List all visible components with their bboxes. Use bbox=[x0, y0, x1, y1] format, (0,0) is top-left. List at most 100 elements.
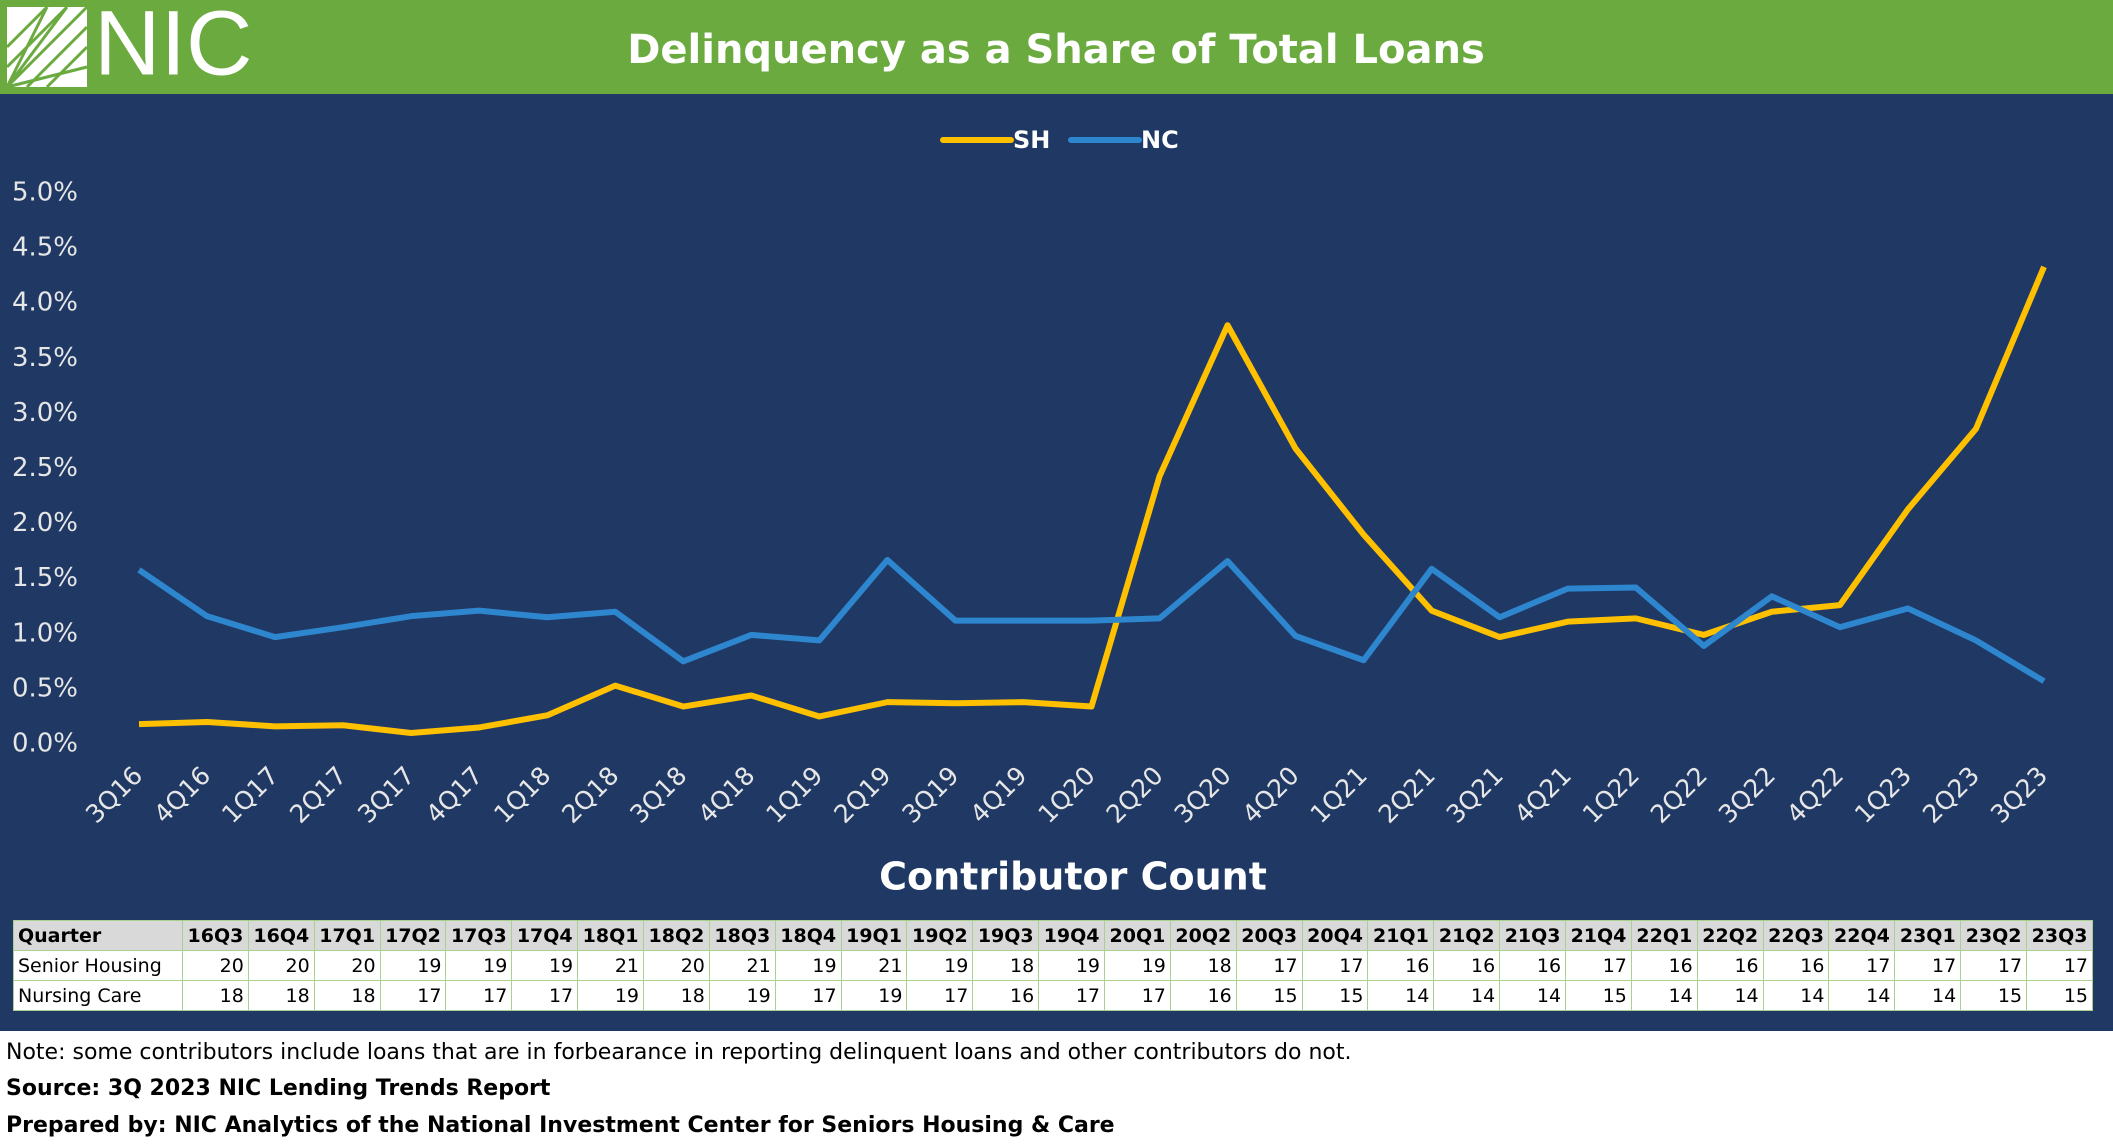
count-cell: 14 bbox=[1828, 980, 1896, 1011]
count-cell: 14 bbox=[1894, 980, 1962, 1011]
series-line bbox=[137, 556, 2046, 684]
count-cell: 16 bbox=[1499, 950, 1567, 981]
count-cell: 18 bbox=[972, 950, 1040, 981]
header-band bbox=[0, 0, 2113, 94]
count-cell: 14 bbox=[1762, 980, 1830, 1011]
logo-text: NIC bbox=[94, 0, 252, 94]
header-cell: 18Q4 bbox=[774, 920, 842, 951]
count-cell: 19 bbox=[1038, 950, 1106, 981]
table-header-row: Quarter 16Q3 16Q4 17Q1 17Q2 17Q3 17Q4 18Q1 18Q2 1… bbox=[13, 920, 2093, 951]
y-tick-label: 4.0% bbox=[12, 288, 78, 318]
header-cell: 17Q1 bbox=[313, 920, 381, 951]
count-cell: 18 bbox=[1169, 950, 1237, 981]
note-text: Note: some contributors include loans th… bbox=[6, 1040, 1352, 1065]
count-cell: 15 bbox=[1235, 980, 1303, 1011]
y-tick-label: 2.5% bbox=[12, 453, 78, 483]
count-cell: 21 bbox=[840, 950, 908, 981]
count-cell: 17 bbox=[1104, 980, 1171, 1011]
count-cell: 17 bbox=[1894, 950, 1962, 981]
header-cell: 20Q4 bbox=[1301, 920, 1369, 951]
legend-label: NC bbox=[1141, 126, 1179, 154]
header-cell: 21Q2 bbox=[1433, 920, 1501, 951]
count-cell: 17 bbox=[774, 980, 842, 1011]
table-row: Nursing Care 18 18 18 17 17 17 19 18 19 17 19 17 16 17… bbox=[13, 980, 2093, 1011]
count-cell: 17 bbox=[1235, 950, 1303, 981]
count-cell: 20 bbox=[643, 950, 710, 981]
count-cell: 17 bbox=[906, 980, 974, 1011]
count-cell: 19 bbox=[445, 950, 513, 981]
count-cell: 17 bbox=[511, 980, 579, 1011]
count-cell: 16 bbox=[1169, 980, 1237, 1011]
header-cell: 22Q2 bbox=[1696, 920, 1764, 951]
count-cell: 19 bbox=[906, 950, 974, 981]
y-tick-label: 1.5% bbox=[12, 563, 78, 593]
y-tick-label: 5.0% bbox=[12, 178, 78, 208]
note-text: Source: 3Q 2023 NIC Lending Trends Repor… bbox=[6, 1076, 551, 1101]
header-cell: 19Q3 bbox=[972, 920, 1040, 951]
count-cell: 14 bbox=[1630, 980, 1698, 1011]
count-cell: 17 bbox=[1565, 950, 1632, 981]
header-cell: 17Q4 bbox=[511, 920, 579, 951]
count-cell: 19 bbox=[840, 980, 908, 1011]
count-cell: 18 bbox=[182, 980, 249, 1011]
header-cell: Quarter bbox=[13, 920, 183, 951]
count-cell: 15 bbox=[1301, 980, 1369, 1011]
header-cell: 23Q1 bbox=[1894, 920, 1962, 951]
header-cell: 17Q3 bbox=[445, 920, 513, 951]
legend-label: SH bbox=[1013, 126, 1050, 154]
header-cell: 21Q4 bbox=[1565, 920, 1632, 951]
chart-title: Delinquency as a Share of Total Loans bbox=[627, 27, 1485, 73]
count-cell: 17 bbox=[445, 980, 513, 1011]
header-cell: 20Q2 bbox=[1169, 920, 1237, 951]
count-cell: 18 bbox=[247, 980, 315, 1011]
count-cell: 15 bbox=[1565, 980, 1632, 1011]
count-cell: 16 bbox=[1762, 950, 1830, 981]
count-cell: 16 bbox=[1630, 950, 1698, 981]
count-cell: 19 bbox=[511, 950, 579, 981]
header-cell: 18Q2 bbox=[643, 920, 710, 951]
count-cell: 17 bbox=[1038, 980, 1106, 1011]
count-cell: 14 bbox=[1433, 980, 1501, 1011]
header-cell: 16Q3 bbox=[182, 920, 249, 951]
y-tick-label: 4.5% bbox=[12, 233, 78, 263]
header-cell: 18Q1 bbox=[577, 920, 645, 951]
count-cell: 17 bbox=[1828, 950, 1896, 981]
count-cell: 19 bbox=[708, 980, 776, 1011]
count-cell: 19 bbox=[1104, 950, 1171, 981]
count-cell: 17 bbox=[2026, 950, 2093, 981]
count-cell: 19 bbox=[577, 980, 645, 1011]
count-cell: 17 bbox=[1301, 950, 1369, 981]
y-tick-label: 3.5% bbox=[12, 343, 78, 373]
count-cell: 14 bbox=[1499, 980, 1567, 1011]
y-tick-label: 0.5% bbox=[12, 673, 78, 703]
y-tick-label: 1.0% bbox=[12, 618, 78, 648]
count-cell: 15 bbox=[2026, 980, 2093, 1011]
note-text: Prepared by: NIC Analytics of the Nation… bbox=[6, 1113, 1115, 1138]
count-cell: 17 bbox=[379, 980, 447, 1011]
header-cell: 22Q1 bbox=[1630, 920, 1698, 951]
header-cell: 19Q1 bbox=[840, 920, 908, 951]
header-cell: 22Q3 bbox=[1762, 920, 1830, 951]
count-cell: 16 bbox=[1367, 950, 1435, 981]
header-cell: 20Q3 bbox=[1235, 920, 1303, 951]
y-tick-label: 2.0% bbox=[12, 508, 78, 538]
row-label: Nursing Care bbox=[13, 980, 183, 1011]
y-tick-label: 0.0% bbox=[12, 729, 78, 759]
table-row: Senior Housing 20 20 20 19 19 19 21 20 21 19 21 19 18… bbox=[13, 950, 2093, 981]
count-cell: 16 bbox=[1696, 950, 1764, 981]
count-cell: 14 bbox=[1367, 980, 1435, 1011]
header-cell: 22Q4 bbox=[1828, 920, 1896, 951]
count-cell: 20 bbox=[313, 950, 381, 981]
header-cell: 16Q4 bbox=[247, 920, 315, 951]
count-cell: 16 bbox=[1433, 950, 1501, 981]
count-cell: 18 bbox=[643, 980, 710, 1011]
table-title: Contributor Count bbox=[879, 855, 1267, 899]
y-tick-label: 3.0% bbox=[12, 398, 78, 428]
header-cell: 21Q3 bbox=[1499, 920, 1567, 951]
header-cell: 20Q1 bbox=[1104, 920, 1171, 951]
logo-mark bbox=[5, 5, 89, 89]
count-cell: 21 bbox=[577, 950, 645, 981]
header-cell: 23Q3 bbox=[2026, 920, 2093, 951]
count-cell: 20 bbox=[182, 950, 249, 981]
